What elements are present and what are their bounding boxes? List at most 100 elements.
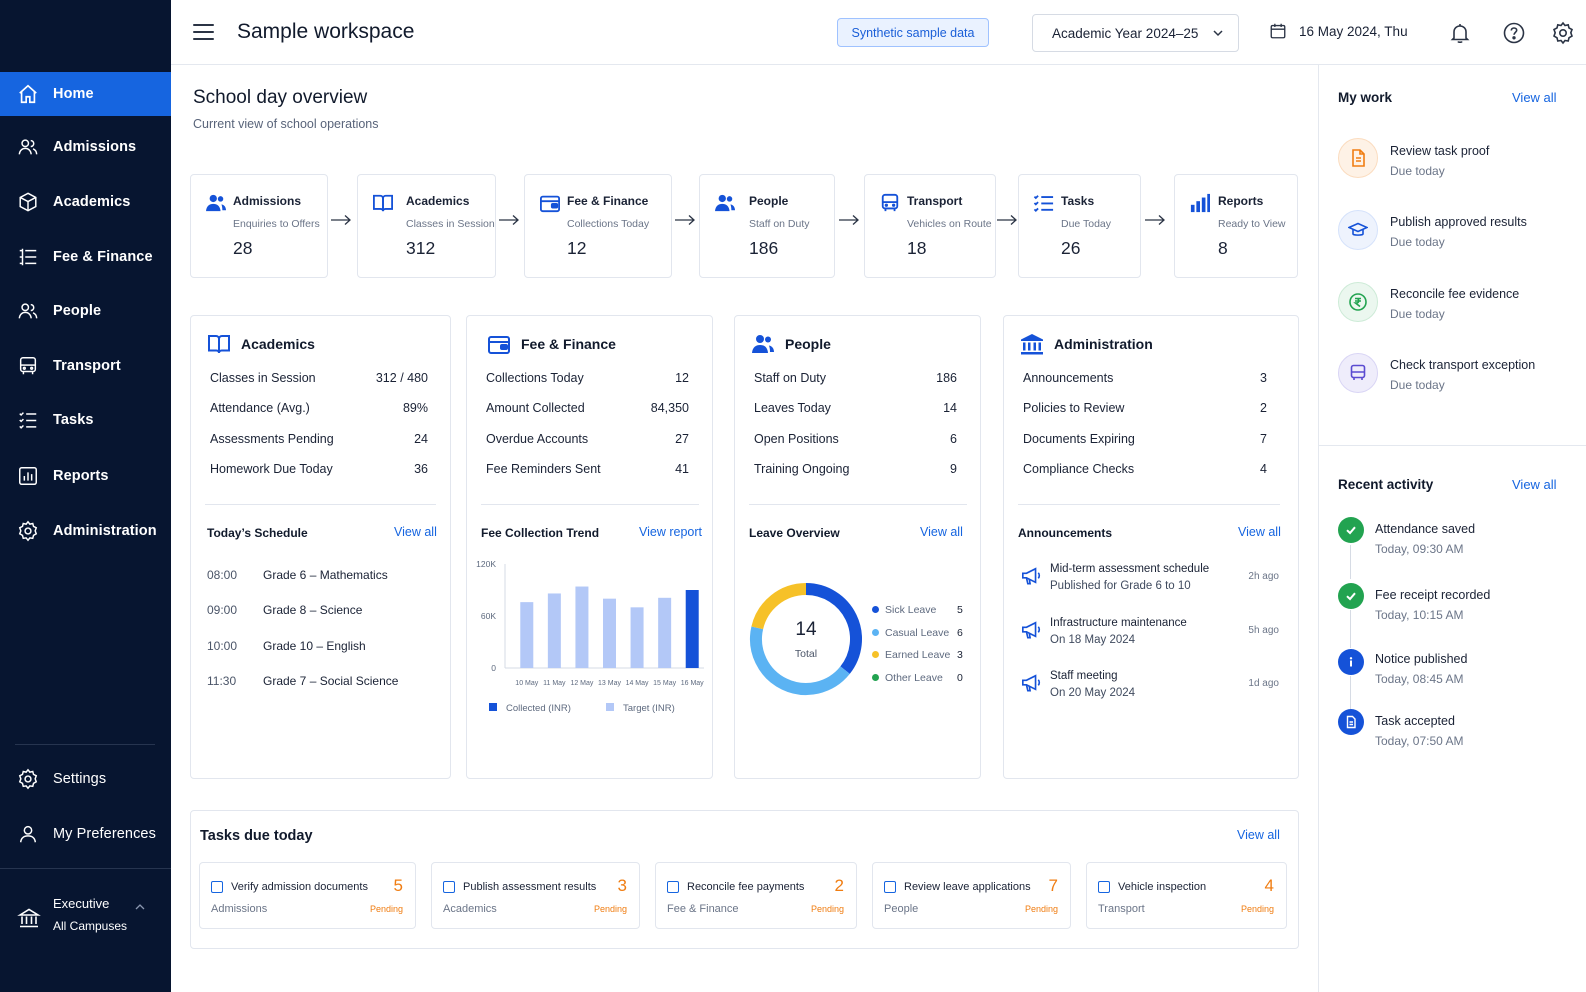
- sidebar-item-settings[interactable]: Settings: [0, 757, 171, 801]
- institution-icon: [1021, 334, 1043, 355]
- announcement-title[interactable]: Infrastructure maintenance: [1050, 617, 1187, 629]
- x-tick-label: 12 May: [570, 680, 593, 687]
- flow-card-reports[interactable]: Reports Ready to View 8: [1174, 174, 1298, 278]
- timeline-connector: [1350, 610, 1351, 648]
- workspace-title: Sample workspace: [237, 20, 415, 43]
- role-switcher[interactable]: Executive All Campuses: [0, 892, 171, 952]
- flow-sub: Classes in Session: [406, 218, 495, 230]
- task-checkbox[interactable]: [667, 881, 679, 893]
- metric-value: 2: [1260, 401, 1267, 415]
- calendar-icon: [1270, 23, 1286, 39]
- sidebar-item-administration[interactable]: Administration: [0, 509, 171, 553]
- task-checkbox[interactable]: [443, 881, 455, 893]
- metric-value: 41: [675, 462, 689, 476]
- my-work-title: My work: [1338, 90, 1393, 105]
- schedule-title: Today’s Schedule: [207, 526, 308, 540]
- flow-card-fee-finance[interactable]: Fee & Finance Collections Today 12: [524, 174, 672, 278]
- task-tile[interactable]: Publish assessment results Academics 3 P…: [431, 862, 640, 929]
- flow-name: Fee & Finance: [567, 194, 649, 208]
- schedule-item[interactable]: Grade 8 – Science: [263, 603, 363, 617]
- bell-icon[interactable]: [1448, 21, 1472, 45]
- schedule-view-all-link[interactable]: View all: [394, 525, 437, 539]
- bus-icon: [879, 193, 901, 213]
- task-checkbox[interactable]: [884, 881, 896, 893]
- donut-slice: [750, 626, 850, 695]
- view-report-link[interactable]: View report: [639, 525, 702, 539]
- flow-sub: Due Today: [1061, 218, 1112, 230]
- date-display[interactable]: 16 May 2024, Thu: [1269, 22, 1408, 40]
- task-checkbox[interactable]: [211, 881, 223, 893]
- task-tile[interactable]: Reconcile fee payments Fee & Finance 2 P…: [655, 862, 857, 929]
- task-tile[interactable]: Vehicle inspection Transport 4 Pending: [1086, 862, 1287, 929]
- institution-icon: [17, 906, 41, 930]
- schedule-item[interactable]: Grade 10 – English: [263, 639, 366, 653]
- task-tile[interactable]: Review leave applications People 7 Pendi…: [872, 862, 1071, 929]
- metric-value: 186: [936, 371, 957, 385]
- my-work-view-all-link[interactable]: View all: [1512, 90, 1557, 105]
- sidebar-item-tasks[interactable]: Tasks: [0, 398, 171, 442]
- work-item-title[interactable]: Publish approved results: [1390, 215, 1527, 229]
- sidebar-item-home[interactable]: Home: [0, 72, 171, 116]
- task-count: 2: [834, 876, 844, 895]
- activity-time: Today, 10:15 AM: [1375, 608, 1464, 622]
- sidebar-item-my-preferences[interactable]: My Preferences: [0, 812, 171, 856]
- work-item-due: Due today: [1390, 307, 1445, 321]
- schedule-item[interactable]: Grade 6 – Mathematics: [263, 568, 388, 582]
- sidebar-item-transport[interactable]: Transport: [0, 344, 171, 388]
- bus-icon: [1338, 353, 1378, 393]
- document-icon: [1338, 138, 1378, 178]
- leave-view-all-link[interactable]: View all: [920, 525, 963, 539]
- task-tile[interactable]: Verify admission documents Admissions 5 …: [199, 862, 416, 929]
- task-category: People: [884, 903, 919, 915]
- flow-card-transport[interactable]: Transport Vehicles on Route 18: [864, 174, 996, 278]
- announcement-time: 1d ago: [1248, 678, 1279, 689]
- sidebar-item-reports[interactable]: Reports: [0, 454, 171, 498]
- schedule-item[interactable]: Grade 7 – Social Science: [263, 674, 399, 688]
- metric-label: Amount Collected: [486, 401, 585, 415]
- metric-label: Homework Due Today: [210, 462, 333, 476]
- work-item-title[interactable]: Review task proof: [1390, 144, 1490, 158]
- work-item-title[interactable]: Check transport exception: [1390, 358, 1536, 372]
- announcement-title[interactable]: Mid-term assessment schedule: [1050, 563, 1210, 575]
- users-icon: [205, 193, 227, 213]
- gear-icon[interactable]: [1551, 21, 1575, 45]
- arrow-right-icon: [839, 215, 859, 225]
- announcements-view-all-link[interactable]: View all: [1238, 525, 1281, 539]
- flow-card-admissions[interactable]: Admissions Enquiries to Offers 28: [190, 174, 328, 278]
- menu-icon[interactable]: [193, 24, 215, 42]
- task-checkbox[interactable]: [1098, 881, 1110, 893]
- flow-name: People: [749, 194, 789, 208]
- academics-panel: Academics Classes in Session 312 / 480 A…: [190, 315, 451, 779]
- flow-sub: Enquiries to Offers: [233, 218, 320, 230]
- arrow-right-icon: [1145, 215, 1165, 225]
- recent-activity-view-all-link[interactable]: View all: [1512, 477, 1557, 492]
- info-icon: [1338, 649, 1364, 675]
- metric-value: 9: [950, 462, 957, 476]
- legend-swatch: [872, 606, 879, 613]
- wallet-icon: [488, 336, 510, 354]
- sidebar-item-label: Transport: [53, 358, 121, 374]
- metric-value: 36: [414, 462, 428, 476]
- sidebar: Home Admissions Academics Fee & Finance …: [0, 0, 171, 992]
- sidebar-item-academics[interactable]: Academics: [0, 180, 171, 224]
- flow-card-academics[interactable]: Academics Classes in Session 312: [357, 174, 496, 278]
- announcement-title[interactable]: Staff meeting: [1050, 670, 1118, 682]
- panel-title: People: [785, 336, 831, 352]
- flow-card-people[interactable]: People Staff on Duty 186: [699, 174, 835, 278]
- flow-card-tasks[interactable]: Tasks Due Today 26: [1018, 174, 1141, 278]
- work-item-title[interactable]: Reconcile fee evidence: [1390, 287, 1520, 301]
- sidebar-item-admissions[interactable]: Admissions: [0, 125, 171, 169]
- flow-value: 8: [1218, 238, 1228, 258]
- divider: [1319, 445, 1586, 446]
- sidebar-item-fee-finance[interactable]: Fee & Finance: [0, 235, 171, 279]
- academic-year-select[interactable]: Academic Year 2024–25: [1032, 14, 1239, 52]
- legend-item: Other Leave: [872, 672, 943, 684]
- flow-name: Reports: [1218, 194, 1264, 208]
- schedule-time: 09:00: [207, 603, 238, 617]
- panel-header: Fee & Finance: [487, 333, 616, 355]
- help-icon[interactable]: [1502, 21, 1526, 45]
- sidebar-item-people[interactable]: People: [0, 289, 171, 333]
- users-icon: [17, 136, 39, 158]
- donut-slice: [805, 583, 862, 674]
- tasks-view-all-link[interactable]: View all: [1237, 828, 1280, 842]
